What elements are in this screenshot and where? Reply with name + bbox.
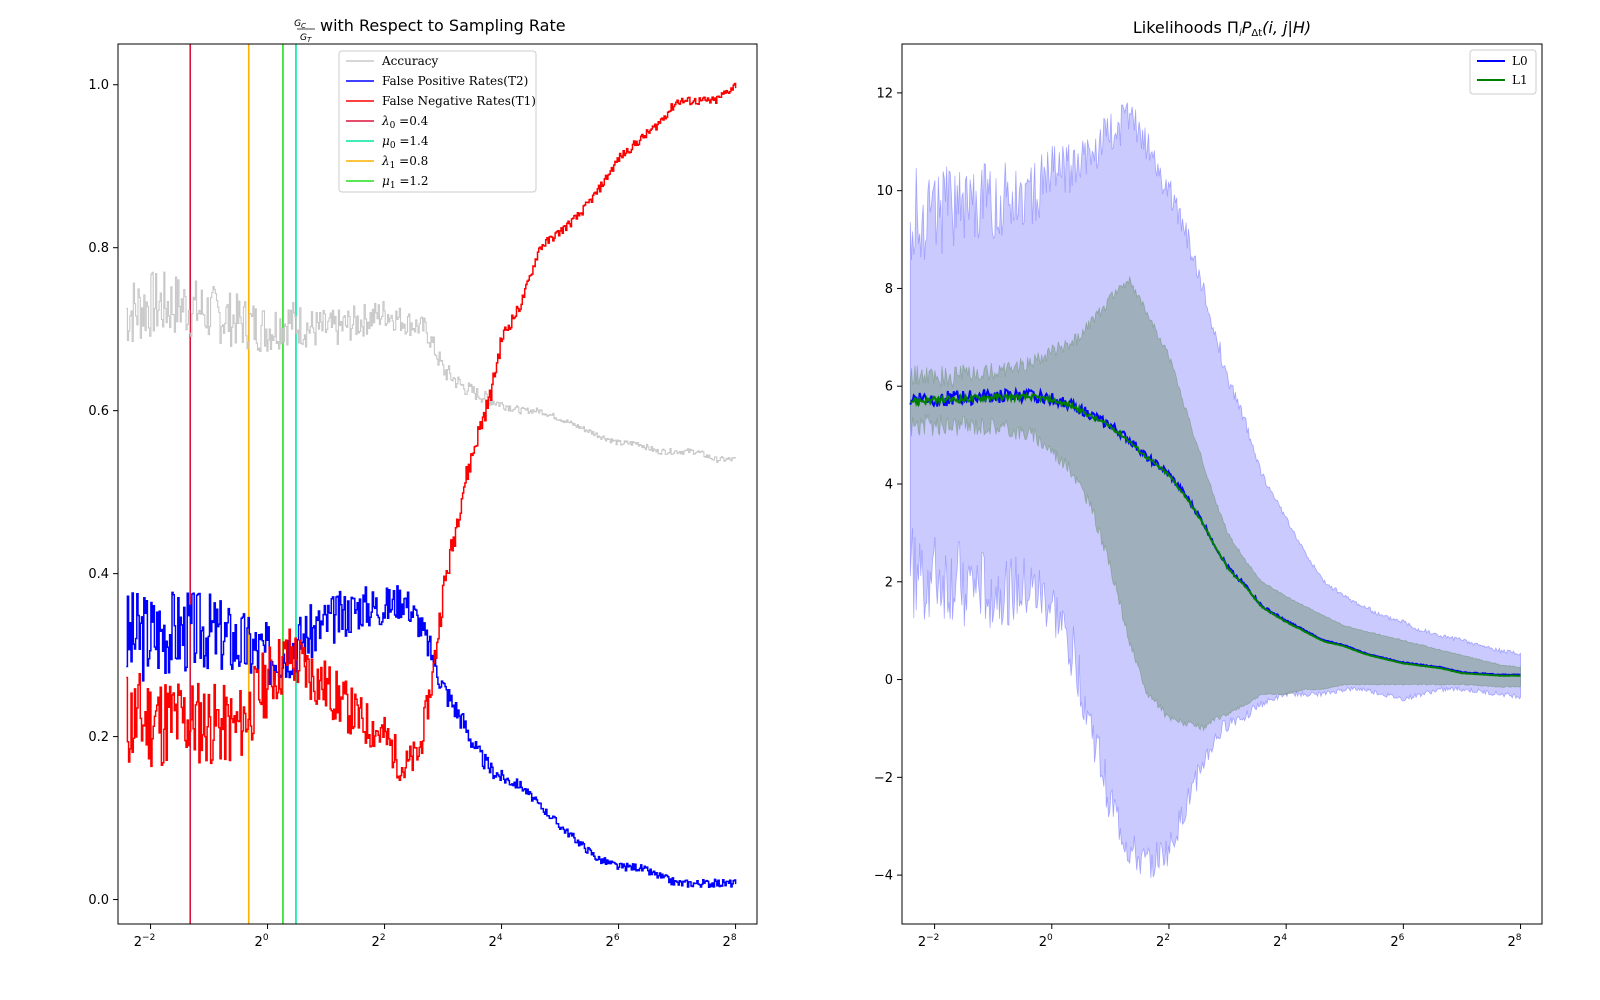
right-y-axis: −4 −2 0 2 4 6 8 10 12	[874, 86, 902, 884]
legend-label: L0	[1512, 54, 1528, 68]
left-xtick-label: 2−2	[134, 933, 156, 950]
legend-label: λ1 =0.8	[381, 154, 428, 171]
left-ytick-label: 0.6	[88, 404, 109, 419]
right-ytick-label: 0	[885, 673, 893, 688]
left-ytick-label: 0.0	[88, 893, 109, 908]
right-ytick-label: 8	[885, 282, 893, 297]
legend-label: L1	[1512, 73, 1528, 87]
right-ytick-label: 4	[885, 478, 893, 493]
legend-label: μ0 =1.4	[382, 134, 429, 151]
right-xtick-label: 26	[1390, 933, 1404, 950]
right-chart-title: Likelihoods ΠiPΔt(i, j|H)	[1133, 18, 1311, 39]
right-xtick-label: 24	[1273, 933, 1287, 950]
left-legend-box	[338, 50, 537, 193]
left-y-axis: 0.0 0.2 0.4 0.6 0.8 1.0	[88, 78, 118, 908]
left-ytick-label: 1.0	[88, 78, 109, 93]
left-xtick-label: 26	[606, 933, 620, 950]
left-chart-panel: GC GT with Respect to Sampling Rate 2−2 2…	[88, 16, 758, 950]
left-plot-area	[126, 44, 737, 924]
right-chart-panel: Likelihoods ΠiPΔt(i, j|H) 2−2 20 22 24 26 28 …	[874, 18, 1543, 950]
right-xtick-label: 20	[1039, 933, 1053, 950]
legend-label: False Positive Rates(T2)	[382, 74, 528, 88]
right-plot-area	[909, 102, 1521, 879]
right-ytick-label: −4	[874, 869, 893, 884]
legend-label: False Negative Rates(T1)	[382, 94, 536, 108]
right-ytick-label: 12	[876, 86, 893, 101]
left-legend: Accuracy False Positive Rates(T2) False Ne…	[338, 50, 537, 193]
right-xtick-label: 28	[1508, 933, 1522, 950]
left-axes-frame	[117, 43, 758, 925]
series-line-1	[126, 585, 737, 888]
left-ytick-label: 0.2	[88, 730, 109, 745]
right-ytick-label: 2	[885, 575, 893, 590]
right-ytick-label: −2	[874, 771, 893, 786]
right-xtick-label: 2−2	[918, 933, 940, 950]
left-chart-title: GC	[294, 19, 306, 30]
confidence-band-1	[909, 276, 1521, 733]
mean-line-L1	[910, 391, 1521, 677]
left-ytick-label: 0.4	[88, 567, 109, 582]
right-ytick-label: 10	[876, 184, 893, 199]
left-ytick-label: 0.8	[88, 241, 109, 256]
right-x-axis: 2−2 20 22 24 26 28	[918, 924, 1522, 950]
left-x-axis: 2−2 20 22 24 26 28	[134, 924, 737, 950]
left-title-text: with Respect to Sampling Rate	[320, 16, 566, 35]
series-line-0	[126, 271, 737, 464]
legend-label: Accuracy	[381, 54, 438, 68]
series-line-2	[126, 82, 737, 781]
left-xtick-label: 22	[372, 933, 386, 950]
left-xtick-label: 20	[255, 933, 269, 950]
left-xtick-label: 28	[723, 933, 737, 950]
right-ytick-label: 6	[885, 380, 893, 395]
left-title-fraction-denominator: GT	[300, 33, 312, 44]
legend-label: μ1 =1.2	[382, 174, 429, 191]
legend-label: λ0 =0.4	[381, 114, 429, 131]
left-xtick-label: 24	[489, 933, 503, 950]
right-xtick-label: 22	[1156, 933, 1170, 950]
